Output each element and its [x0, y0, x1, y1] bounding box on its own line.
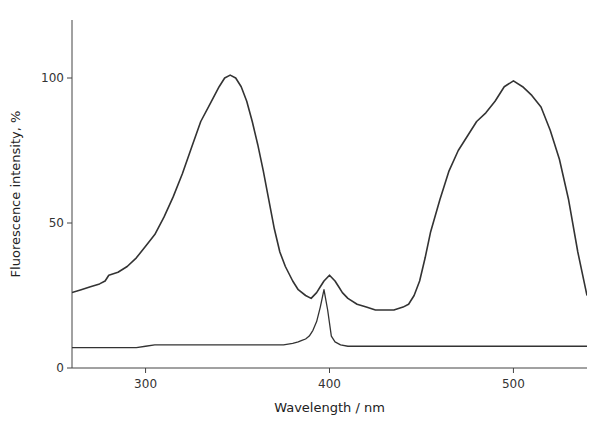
- y-tick: [67, 223, 72, 224]
- x-tick: [329, 368, 330, 373]
- line-series: [72, 290, 587, 348]
- x-tick: [145, 368, 146, 373]
- x-tick-label: 400: [318, 377, 341, 391]
- y-axis-label: Fluorescence intensity, %: [8, 111, 23, 278]
- x-tick: [513, 368, 514, 373]
- chart: 300 400 500 0 50 100 Wavelength / nm Fluorescen…: [0, 0, 609, 426]
- x-tick-label: 500: [502, 377, 525, 391]
- y-tick: [67, 78, 72, 79]
- x-tick-label: 300: [134, 377, 157, 391]
- y-tick-label: 0: [56, 361, 64, 375]
- plot-area: [72, 75, 587, 348]
- x-axis-label: Wavelength / nm: [274, 400, 385, 415]
- background: [0, 0, 609, 426]
- y-tick-label: 50: [49, 216, 64, 230]
- y-tick-label: 100: [41, 71, 64, 85]
- y-axis-line: [72, 20, 73, 368]
- line-series: [72, 75, 587, 310]
- y-tick: [67, 368, 72, 369]
